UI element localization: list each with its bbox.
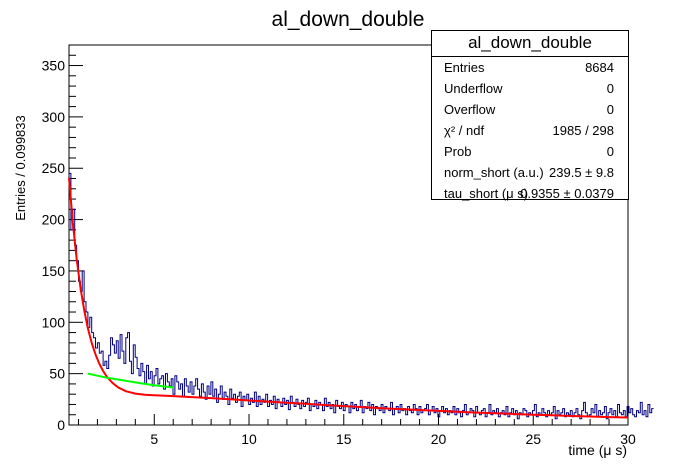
y-tick-label: 0 xyxy=(57,417,65,433)
fit-curve-long_component xyxy=(87,372,174,389)
histogram-series xyxy=(69,172,654,420)
y-tick-label: 300 xyxy=(42,109,66,125)
y-tick-label: 50 xyxy=(49,366,65,382)
y-tick-label: 100 xyxy=(42,314,66,330)
stats-value: 239.5 ± 9.8 xyxy=(549,165,614,180)
fit-curve-double_exponential xyxy=(68,177,629,419)
plot-frame xyxy=(68,44,629,426)
stats-value: 0.9355 ± 0.0379 xyxy=(520,186,614,201)
x-tick-label: 5 xyxy=(150,431,158,447)
stats-label: Entries xyxy=(444,60,485,75)
y-tick-label: 350 xyxy=(42,58,66,74)
y-tick-label: 150 xyxy=(42,263,66,279)
y-axis: 0 50 100 150 200 250 300 350 xyxy=(42,54,83,433)
stats-row-chi2-ndf: χ² / ndf 1985 / 298 xyxy=(432,120,628,141)
x-tick-label: 10 xyxy=(241,431,257,447)
x-tick-label: 25 xyxy=(525,431,541,447)
stats-row-norm-short: norm_short (a.u.) 239.5 ± 9.8 xyxy=(432,162,628,183)
stats-row-entries: Entries 8684 xyxy=(432,57,628,78)
stats-row-prob: Prob 0 xyxy=(432,141,628,162)
stats-value: 0 xyxy=(606,144,614,159)
x-tick-label: 30 xyxy=(620,431,636,447)
stats-value: 1985 / 298 xyxy=(552,123,614,138)
stats-row-underflow: Underflow 0 xyxy=(432,78,628,99)
stats-value: 0 xyxy=(606,81,614,96)
y-tick-label: 250 xyxy=(42,160,66,176)
stats-row-tau-short: tau_short (μ s) 0.9355 ± 0.0379 xyxy=(432,183,628,204)
x-tick-label: 20 xyxy=(431,431,447,447)
chart-title: al_down_double xyxy=(272,8,425,31)
stats-label: χ² / ndf xyxy=(444,123,485,138)
stats-box: al_down_double Entries 8684 Underflow 0 … xyxy=(431,30,629,201)
stats-title: al_down_double xyxy=(432,31,628,57)
stats-label: Prob xyxy=(444,144,472,159)
plot-marks xyxy=(68,172,654,420)
stats-label: norm_short (a.u.) xyxy=(444,165,544,180)
y-axis-label: Entries / 0.099833 xyxy=(13,115,28,221)
stats-value: 0 xyxy=(606,102,614,117)
stats-label: tau_short (μ s) xyxy=(444,186,529,201)
stats-value: 8684 xyxy=(585,60,614,75)
x-axis: 5 10 15 20 25 30 xyxy=(77,414,636,447)
stats-label: Overflow xyxy=(444,102,496,117)
x-tick-label: 15 xyxy=(336,431,352,447)
y-tick-label: 200 xyxy=(42,212,66,228)
x-axis-label: time (μ s) xyxy=(568,442,627,458)
stats-row-overflow: Overflow 0 xyxy=(432,99,628,120)
stats-label: Underflow xyxy=(444,81,503,96)
